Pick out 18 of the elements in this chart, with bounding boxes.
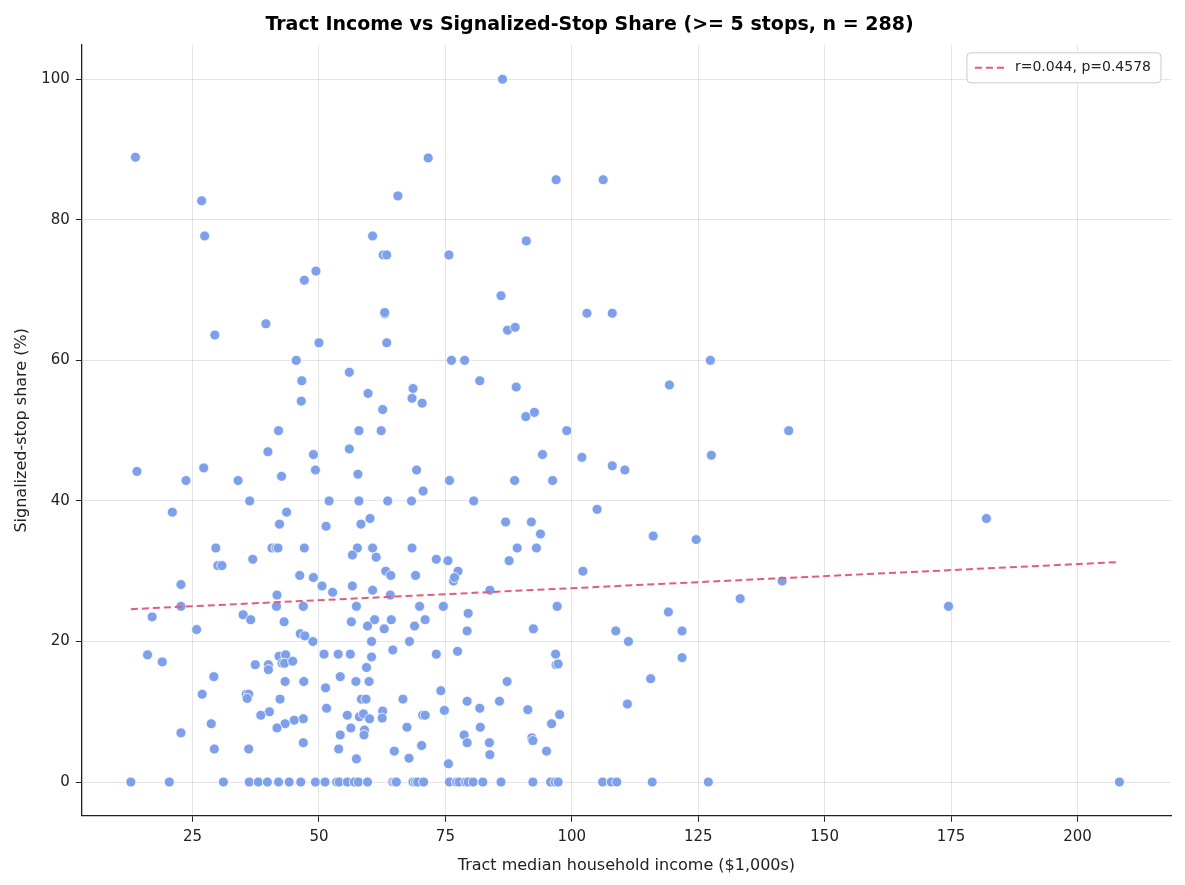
y-tick-label: 100 [41,69,70,88]
x-tick-label: 125 [683,826,713,845]
legend-label: r=0.044, p=0.4578 [1014,58,1152,75]
chart-title: Tract Income vs Signalized-Stop Share (>= 5 stops, n = 288) [265,12,914,35]
x-tick-label: 75 [435,826,455,845]
x-tick-label: 150 [810,826,839,845]
y-axis-title: Signalized-stop share (%) [10,328,30,533]
x-tick-label: 50 [309,826,329,845]
x-axis-title: Tract median household income ($1,000s) [456,854,796,874]
y-tick-label: 20 [50,631,70,650]
y-tick-label: 40 [50,490,70,509]
x-tick-label: 100 [557,826,587,845]
x-tick-label: 25 [183,826,203,845]
x-tick-label: 200 [1063,826,1092,845]
y-tick-label: 60 [50,350,70,369]
y-tick-label: 80 [50,209,70,228]
x-tick-label: 175 [936,826,966,845]
y-tick-label: 0 [60,771,70,790]
